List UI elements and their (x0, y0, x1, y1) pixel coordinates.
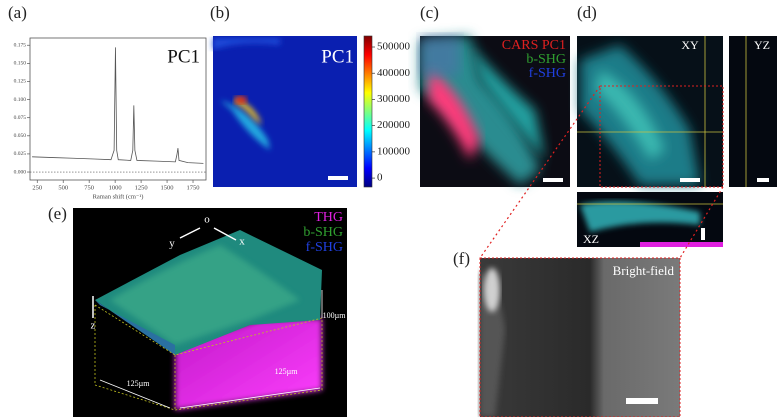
x-tick-label: 1250 (135, 184, 148, 191)
x-tick-label: 1000 (109, 184, 122, 191)
y-tick-label: 0.025 (14, 151, 27, 157)
axis-name: y (169, 238, 175, 250)
dimension-label: 125µm (127, 379, 151, 388)
axis-name: o (204, 214, 210, 226)
view-label: XY (681, 38, 699, 52)
y-tick-label: 0.000 (14, 169, 27, 175)
y-tick-label: 0.100 (14, 97, 27, 103)
view-label: XZ (583, 232, 599, 246)
panel-label: (f) (453, 249, 470, 268)
channel-label: THG (314, 210, 343, 225)
bright-field-image (480, 258, 680, 417)
panel-label: (e) (48, 204, 67, 223)
panel-label: (a) (8, 3, 27, 22)
colorbar-tick-label: 400000 (377, 67, 411, 79)
colorbar-tick-label: 200000 (377, 119, 411, 131)
axis-name: x (239, 236, 245, 248)
channel-label: b-SHG (303, 225, 343, 240)
x-tick-label: 1750 (187, 184, 200, 191)
y-tick-label: 0.125 (14, 79, 27, 85)
y-tick-label: 0.150 (14, 61, 27, 67)
chart-title: PC1 (167, 46, 200, 67)
orthogonal-views (577, 36, 777, 247)
axis-name: z (91, 320, 96, 332)
figure: (a) (b) (c) (d) (e) (f) 250 500 750 1000 125… (0, 0, 777, 417)
panel-label: (c) (420, 3, 439, 22)
dimension-label: 125µm (275, 367, 299, 376)
colorbar-gradient (364, 36, 372, 187)
x-tick-label: 250 (32, 184, 42, 191)
x-axis-label: Raman shift (cm⁻¹) (93, 193, 144, 200)
channel-label: f-SHG (529, 66, 566, 81)
x-tick-label: 1500 (161, 184, 174, 191)
colorbar-tick-label: 500000 (377, 41, 411, 53)
map-title: PC1 (321, 46, 354, 67)
y-tick-label: 0.050 (14, 133, 27, 139)
y-tick-label: 0.175 (14, 43, 27, 49)
y-tick-label: 0.075 (14, 115, 27, 121)
colorbar-tick-label: 100000 (377, 145, 411, 157)
view-label: YZ (754, 38, 770, 52)
x-tick-label: 750 (84, 184, 94, 191)
panel-label: (d) (577, 3, 597, 22)
panel-label: (b) (210, 3, 230, 22)
colorbar-tick-label: 0 (377, 172, 383, 184)
dimension-label: 100µm (323, 311, 347, 320)
x-tick-label: 500 (58, 184, 68, 191)
channel-label: f-SHG (306, 240, 343, 255)
colorbar-tick-label: 300000 (377, 93, 411, 105)
channel-label: b-SHG (526, 52, 566, 67)
channel-label: CARS PC1 (502, 38, 566, 53)
image-title: Bright-field (613, 263, 675, 278)
